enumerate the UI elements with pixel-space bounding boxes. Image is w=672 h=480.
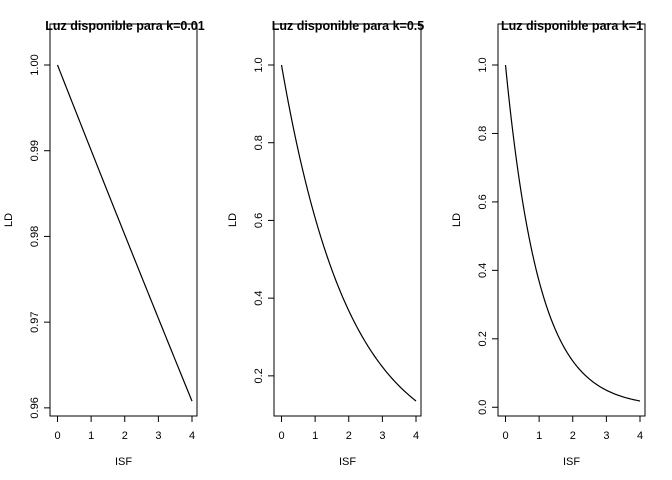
- y-tick-label: 0.4: [253, 290, 265, 305]
- y-axis-label: LD: [3, 213, 15, 227]
- y-tick-label: 0.98: [29, 226, 41, 247]
- x-tick-label: 3: [379, 430, 385, 442]
- x-tick-label: 1: [536, 430, 542, 442]
- x-tick-label: 4: [413, 430, 419, 442]
- y-tick-label: 0.97: [29, 311, 41, 332]
- y-tick-label: 0.99: [29, 140, 41, 161]
- y-tick-label: 0.0: [477, 400, 489, 415]
- series-line: [280, 64, 417, 402]
- y-tick-label: 1.00: [29, 54, 41, 75]
- y-tick-label: 0.96: [29, 397, 41, 418]
- x-tick-label: 0: [502, 430, 508, 442]
- plot-frame: [497, 23, 646, 417]
- plot-frame: [49, 23, 198, 417]
- x-tick-label: 2: [346, 430, 352, 442]
- y-tick-label: 0.8: [477, 126, 489, 141]
- y-tick-label: 0.2: [253, 368, 265, 383]
- y-tick-label: 0.8: [253, 135, 265, 150]
- x-axis-label: ISF: [339, 456, 356, 468]
- x-tick-label: 4: [637, 430, 643, 442]
- x-tick-label: 1: [312, 430, 318, 442]
- x-tick-label: 0: [54, 430, 60, 442]
- x-tick-label: 1: [88, 430, 94, 442]
- panel-3: Luz disponible para k=1 0 1 2 3 4 0.0 0.2 0.4 0.6…: [451, 19, 646, 468]
- y-tick-label: 0.6: [477, 194, 489, 209]
- y-tick-label: 0.4: [477, 263, 489, 278]
- series-line: [56, 64, 193, 402]
- chart-title: Luz disponible para k=1: [501, 19, 643, 33]
- y-tick-label: 0.6: [253, 213, 265, 228]
- y-axis-label: LD: [227, 213, 239, 227]
- chart-title: Luz disponible para k=0.01: [45, 19, 204, 33]
- series-line: [504, 64, 641, 402]
- y-tick-label: 1.0: [253, 57, 265, 72]
- x-tick-label: 3: [603, 430, 609, 442]
- panel-1: Luz disponible para k=0.01 0 1 2 3 4 0.96 0.97 0…: [3, 19, 205, 468]
- x-tick-label: 4: [189, 430, 195, 442]
- x-tick-label: 3: [155, 430, 161, 442]
- x-axis-label: ISF: [115, 456, 132, 468]
- x-tick-label: 0: [278, 430, 284, 442]
- x-axis-label: ISF: [563, 456, 580, 468]
- plot-frame: [273, 23, 422, 417]
- panel-2: Luz disponible para k=0.5 0 1 2 3 4 0.2 0.4 0.6 0…: [227, 19, 424, 468]
- y-axis-label: LD: [451, 213, 463, 227]
- x-tick-label: 2: [122, 430, 128, 442]
- y-tick-label: 1.0: [477, 57, 489, 72]
- chart-title: Luz disponible para k=0.5: [272, 19, 425, 33]
- y-tick-label: 0.2: [477, 331, 489, 346]
- x-tick-label: 2: [570, 430, 576, 442]
